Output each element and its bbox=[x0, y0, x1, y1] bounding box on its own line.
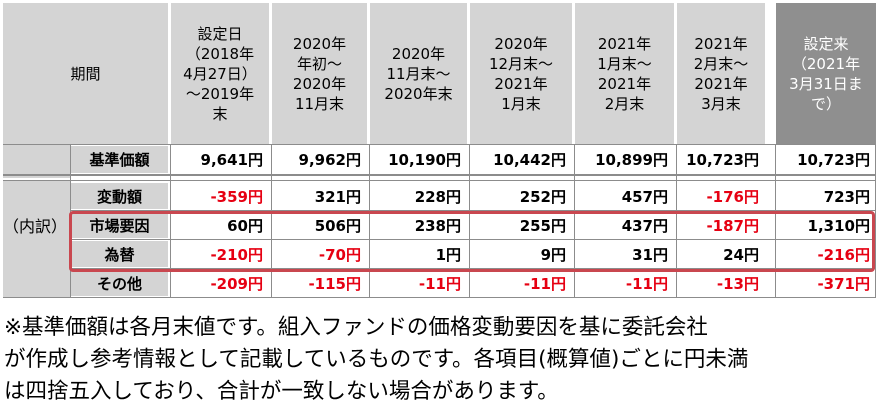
row-label: 市場要因 bbox=[71, 212, 168, 238]
period-col-header: 2020年 年初～ 2020年 11月末 bbox=[272, 3, 367, 144]
col-separator bbox=[369, 144, 370, 298]
value-cell: 437円 bbox=[575, 212, 674, 238]
total-cell: 1,310円 bbox=[776, 212, 876, 238]
col-separator bbox=[271, 144, 272, 298]
value-cell: 9,641円 bbox=[171, 146, 269, 173]
row-label: 為替 bbox=[71, 241, 168, 267]
value-cell: 252円 bbox=[470, 183, 572, 209]
value-cell: -187円 bbox=[677, 212, 765, 238]
period-col-header: 2021年 1月末～ 2021年 2月末 bbox=[575, 3, 674, 144]
row-separator bbox=[3, 180, 875, 181]
value-cell: 10,190円 bbox=[370, 146, 467, 173]
row-separator bbox=[3, 297, 875, 298]
group-label: （内訳） bbox=[3, 217, 68, 236]
total-cell: 10,723円 bbox=[776, 146, 876, 173]
value-cell: -11円 bbox=[575, 270, 674, 296]
value-cell: 60円 bbox=[171, 212, 269, 238]
value-cell: 255円 bbox=[470, 212, 572, 238]
value-cell: 506円 bbox=[272, 212, 367, 238]
value-cell: 10,723円 bbox=[677, 146, 765, 173]
col-separator bbox=[676, 144, 677, 298]
footnote: ※基準価額は各月末値です。組入ファンドの価格変動要因を基に委託会社 が作成し参考… bbox=[4, 312, 880, 408]
value-cell: 9円 bbox=[470, 241, 572, 267]
period-col-header: 2021年 2月末～ 2021年 3月末 bbox=[677, 3, 765, 144]
col-separator bbox=[574, 144, 575, 298]
col-separator bbox=[170, 144, 171, 298]
row-label: その他 bbox=[71, 270, 168, 296]
row-label: 変動額 bbox=[71, 183, 168, 209]
value-cell: 457円 bbox=[575, 183, 674, 209]
row-separator bbox=[71, 239, 875, 240]
total-cell: -371円 bbox=[776, 270, 876, 296]
group-label-band bbox=[3, 181, 71, 298]
col-separator bbox=[875, 144, 876, 298]
footnote-line-1: ※基準価額は各月末値です。組入ファンドの価格変動要因を基に委託会社 bbox=[4, 315, 708, 340]
value-cell: 321円 bbox=[272, 183, 367, 209]
footnote-line-3: は四捨五入しており、合計が一致しない場合があります。 bbox=[4, 379, 559, 404]
row-separator bbox=[71, 210, 875, 211]
value-cell: 10,899円 bbox=[575, 146, 674, 173]
total-cell: -216円 bbox=[776, 241, 876, 267]
value-cell: -176円 bbox=[677, 183, 765, 209]
row-separator bbox=[71, 268, 875, 269]
value-cell: -11円 bbox=[470, 270, 572, 296]
period-col-header: 設定日 （2018年 4月27日） ～2019年 末 bbox=[171, 3, 269, 144]
value-cell: 1円 bbox=[370, 241, 467, 267]
value-cell: -13円 bbox=[677, 270, 765, 296]
row-separator bbox=[3, 144, 875, 145]
value-cell: -359円 bbox=[171, 183, 269, 209]
value-cell: -11円 bbox=[370, 270, 467, 296]
left-header-band bbox=[3, 144, 71, 178]
row-separator bbox=[3, 174, 875, 176]
period-header: 期間 bbox=[3, 3, 168, 144]
highlight-box bbox=[69, 211, 875, 272]
value-cell: 228円 bbox=[370, 183, 467, 209]
period-col-header: 2020年 12月末～ 2021年 1月末 bbox=[470, 3, 572, 144]
col-separator bbox=[469, 144, 470, 298]
value-cell: 24円 bbox=[677, 241, 765, 267]
value-cell: -210円 bbox=[171, 241, 269, 267]
row-label: 基準価額 bbox=[71, 146, 168, 173]
total-cell: 723円 bbox=[776, 183, 876, 209]
footnote-line-2: が作成し参考情報として記載しているものです。各項目(概算値)ごとに円未満 bbox=[4, 347, 749, 372]
value-cell: -115円 bbox=[272, 270, 367, 296]
value-cell: 9,962円 bbox=[272, 146, 367, 173]
since-inception-header: 設定来 （2021年 3月31日ま で） bbox=[776, 3, 876, 144]
value-cell: -209円 bbox=[171, 270, 269, 296]
period-col-header: 2020年 11月末～ 2020年末 bbox=[370, 3, 467, 144]
value-cell: 10,442円 bbox=[470, 146, 572, 173]
col-separator bbox=[775, 144, 776, 298]
value-cell: 31円 bbox=[575, 241, 674, 267]
value-cell: 238円 bbox=[370, 212, 467, 238]
value-cell: -70円 bbox=[272, 241, 367, 267]
